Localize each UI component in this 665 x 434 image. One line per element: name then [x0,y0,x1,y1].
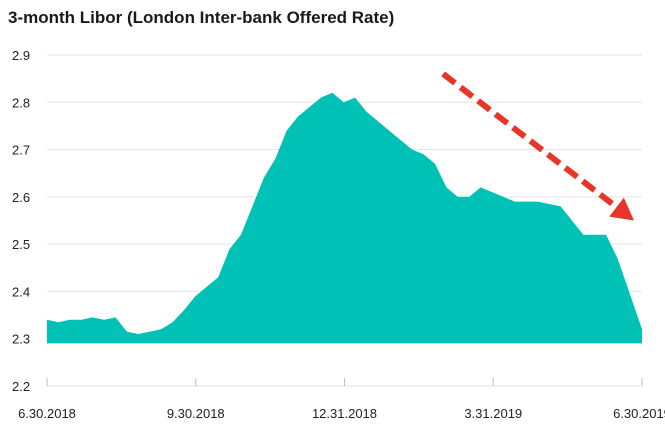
y-tick-label: 2.9 [12,48,30,63]
y-tick-label: 2.5 [12,237,30,252]
y-tick-label: 2.8 [12,95,30,110]
arrow-shaft [441,71,619,210]
y-tick-label: 2.4 [12,284,30,299]
plot-area [47,92,642,344]
x-tick-label: 6.30.2018 [18,406,76,421]
y-axis-ticks: 2.2 2.3 2.4 2.5 2.6 2.7 2.8 2.9 [12,48,30,394]
x-tick-label: 12.31.2018 [312,406,377,421]
y-tick-label: 2.2 [12,379,30,394]
x-tick-label: 9.30.2018 [167,406,225,421]
y-tick-label: 2.3 [12,332,30,347]
libor-area-series [47,92,642,344]
chart-title: 3-month Libor (London Inter-bank Offered… [8,8,395,27]
x-axis: 6.30.2018 9.30.2018 12.31.2018 3.31.2019 6.3… [18,378,665,421]
x-tick-label: 3.31.2019 [464,406,522,421]
trend-arrow-annotation [441,71,634,221]
arrow-head [609,197,634,221]
y-tick-label: 2.6 [12,190,30,205]
x-tick-label: 6.30.2019 [613,406,665,421]
y-tick-label: 2.7 [12,143,30,158]
